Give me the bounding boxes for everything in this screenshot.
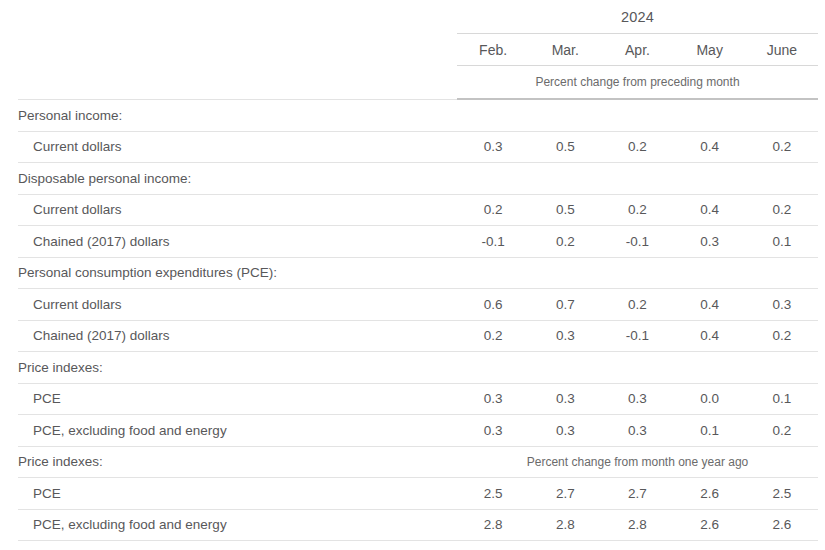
cell-value: 2.8 <box>601 509 673 541</box>
month-header-mar: Mar. <box>529 34 601 66</box>
cell-value: 0.7 <box>529 289 601 321</box>
header-spacer <box>18 34 457 66</box>
data-row: PCE2.52.72.72.62.5 <box>18 478 818 510</box>
cell-value: 0.3 <box>457 415 529 447</box>
cell-value: 0.0 <box>674 383 746 415</box>
row-label: Current dollars <box>18 194 457 226</box>
row-label: Current dollars <box>18 289 457 321</box>
cell-value: 2.6 <box>674 478 746 510</box>
cell-value: 2.7 <box>529 478 601 510</box>
cell-value: 0.3 <box>457 131 529 163</box>
cell-value: 0.2 <box>746 194 818 226</box>
data-row: Current dollars0.30.50.20.40.2 <box>18 131 818 163</box>
cell-value: 0.2 <box>746 131 818 163</box>
data-row: PCE, excluding food and energy2.82.82.82… <box>18 509 818 541</box>
cell-value: 0.3 <box>746 289 818 321</box>
data-row: PCE0.30.30.30.00.1 <box>18 383 818 415</box>
cell-value: -0.1 <box>601 226 673 258</box>
cell-value: 0.2 <box>529 226 601 258</box>
data-row: Current dollars0.20.50.20.40.2 <box>18 194 818 226</box>
preceding-month-subtitle: Percent change from preceding month <box>457 66 818 100</box>
cell-value: 0.3 <box>601 415 673 447</box>
cell-value: 0.2 <box>746 320 818 352</box>
cell-value: 0.1 <box>674 415 746 447</box>
section-row: Personal income: <box>18 99 818 131</box>
cell-value: 2.5 <box>746 478 818 510</box>
row-label: PCE <box>18 383 457 415</box>
cell-value: 0.4 <box>674 194 746 226</box>
cell-value: 0.6 <box>457 289 529 321</box>
data-row: PCE, excluding food and energy0.30.30.30… <box>18 415 818 447</box>
cell-value: 2.5 <box>457 478 529 510</box>
year-header: 2024 <box>457 0 818 34</box>
month-header-june: June <box>746 34 818 66</box>
income-table: 2024 Feb. Mar. Apr. May June Percent cha… <box>18 0 818 541</box>
header-spacer <box>18 66 457 100</box>
cell-value: 0.1 <box>746 226 818 258</box>
month-header-may: May <box>674 34 746 66</box>
subtitle-row: Percent change from preceding month <box>18 66 818 100</box>
table-body: Personal income:Current dollars0.30.50.2… <box>18 99 818 541</box>
cell-value: 0.2 <box>746 415 818 447</box>
section-row: Personal consumption expenditures (PCE): <box>18 257 818 289</box>
cell-value: 0.2 <box>457 194 529 226</box>
cell-value: 0.5 <box>529 194 601 226</box>
data-row: Chained (2017) dollars-0.10.2-0.10.30.1 <box>18 226 818 258</box>
row-label: Chained (2017) dollars <box>18 226 457 258</box>
cell-value: 0.3 <box>601 383 673 415</box>
section-row: Price indexes:Percent change from month … <box>18 446 818 478</box>
cell-value: 0.2 <box>601 194 673 226</box>
row-label: PCE, excluding food and energy <box>18 415 457 447</box>
cell-value: 0.4 <box>674 320 746 352</box>
row-label: Personal income: <box>18 99 457 131</box>
cell-value: 0.5 <box>529 131 601 163</box>
cell-value: 0.3 <box>529 415 601 447</box>
row-label: Chained (2017) dollars <box>18 320 457 352</box>
cell-value: 0.3 <box>529 320 601 352</box>
cell-value: 2.8 <box>457 509 529 541</box>
row-label: Personal consumption expenditures (PCE): <box>18 257 457 289</box>
row-label: Price indexes: <box>18 352 457 384</box>
cell-value: 0.2 <box>601 289 673 321</box>
cell-value: 2.7 <box>601 478 673 510</box>
data-row: Chained (2017) dollars0.20.3-0.10.40.2 <box>18 320 818 352</box>
header-spacer <box>18 0 457 34</box>
empty-values <box>457 352 818 384</box>
cell-value: 0.3 <box>529 383 601 415</box>
year-ago-subtitle: Percent change from month one year ago <box>457 446 818 478</box>
cell-value: 0.4 <box>674 131 746 163</box>
months-row: Feb. Mar. Apr. May June <box>18 34 818 66</box>
month-header-apr: Apr. <box>601 34 673 66</box>
empty-values <box>457 163 818 195</box>
empty-values <box>457 257 818 289</box>
data-row: Current dollars0.60.70.20.40.3 <box>18 289 818 321</box>
section-row: Disposable personal income: <box>18 163 818 195</box>
row-label: PCE, excluding food and energy <box>18 509 457 541</box>
cell-value: 0.1 <box>746 383 818 415</box>
row-label: Price indexes: <box>18 446 457 478</box>
cell-value: 2.8 <box>529 509 601 541</box>
row-label: Disposable personal income: <box>18 163 457 195</box>
cell-value: 0.3 <box>674 226 746 258</box>
cell-value: 0.4 <box>674 289 746 321</box>
cell-value: 0.3 <box>457 383 529 415</box>
section-row: Price indexes: <box>18 352 818 384</box>
empty-values <box>457 99 818 131</box>
cell-value: -0.1 <box>601 320 673 352</box>
month-header-feb: Feb. <box>457 34 529 66</box>
cell-value: 2.6 <box>674 509 746 541</box>
year-row: 2024 <box>18 0 818 34</box>
cell-value: -0.1 <box>457 226 529 258</box>
cell-value: 0.2 <box>457 320 529 352</box>
row-label: PCE <box>18 478 457 510</box>
row-label: Current dollars <box>18 131 457 163</box>
cell-value: 2.6 <box>746 509 818 541</box>
cell-value: 0.2 <box>601 131 673 163</box>
table-header: 2024 Feb. Mar. Apr. May June Percent cha… <box>18 0 818 99</box>
